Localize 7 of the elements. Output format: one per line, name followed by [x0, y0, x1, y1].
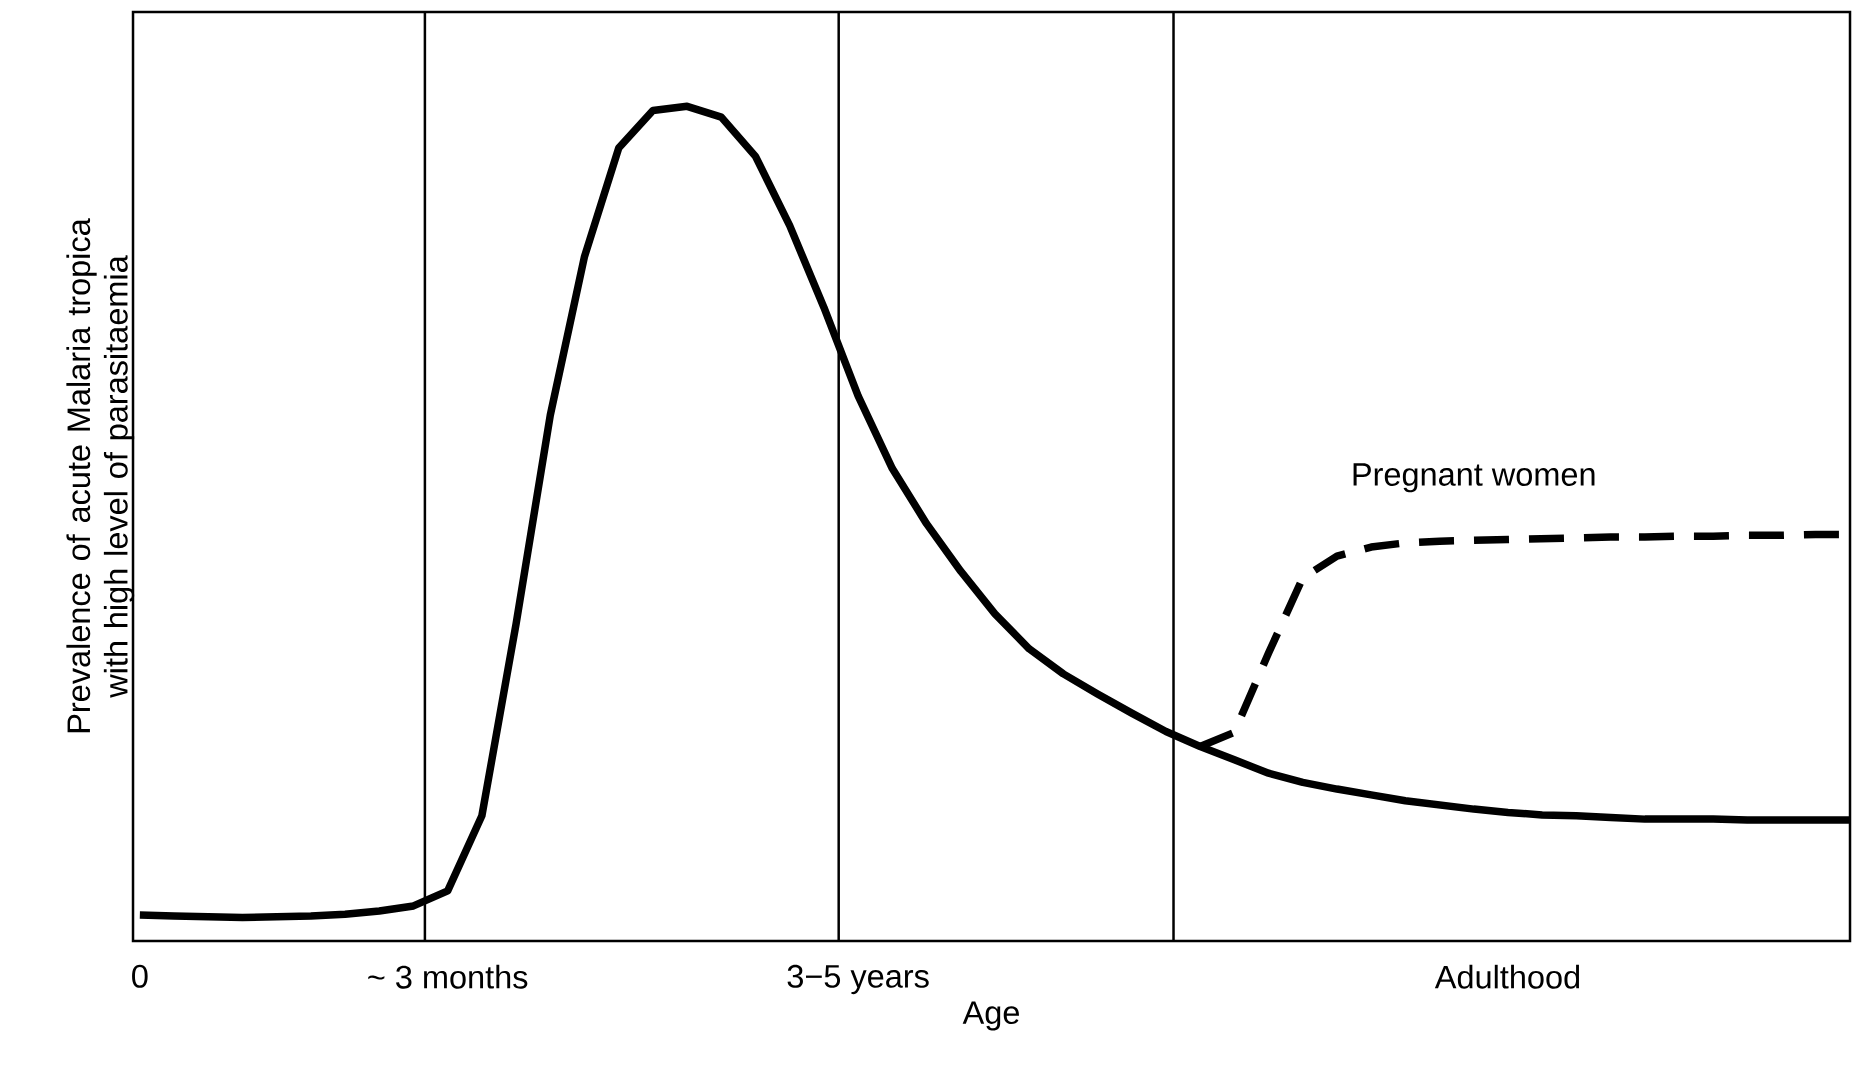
x-tick-label: 0	[132, 964, 148, 988]
x-axis-title: Age	[962, 1001, 1019, 1031]
x-tick-label: Adulthood	[1434, 964, 1580, 989]
x-tick-label: 3−5 years	[787, 964, 929, 995]
series-label: Pregnant women	[1353, 463, 1595, 493]
y-axis-title: Prevalence of acute Malaria tropica with high level of parasitaemia	[66, 218, 135, 733]
x-tick-label: ~ 3 months	[368, 964, 528, 989]
